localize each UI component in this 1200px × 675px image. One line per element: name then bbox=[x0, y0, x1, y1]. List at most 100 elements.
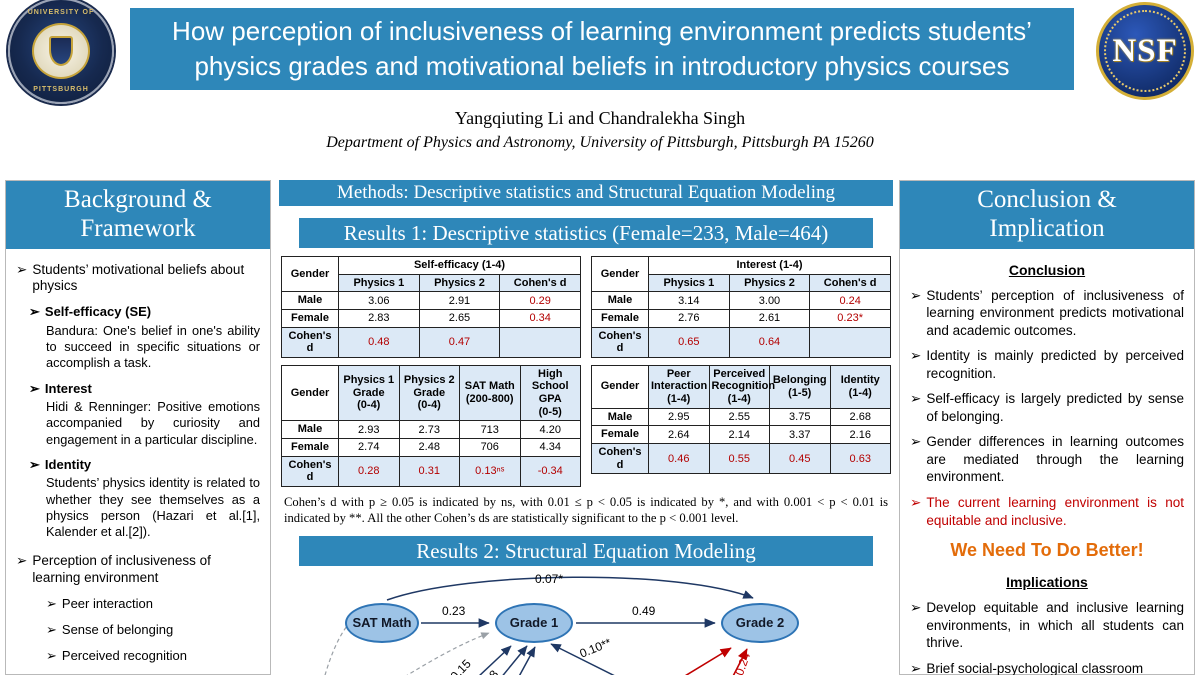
list-item: ➢ Identity bbox=[29, 457, 260, 473]
table-cell: 2.93 bbox=[338, 420, 400, 440]
nsf-logo-text: NSF bbox=[1112, 32, 1178, 69]
background-column-body: ➢ Students’ motivational beliefs about p… bbox=[6, 249, 270, 675]
table-cell: 0.48 bbox=[338, 326, 420, 358]
table-header-cell: Female bbox=[591, 308, 649, 328]
sem-node-grade2: Grade 2 bbox=[721, 602, 799, 643]
table-cell: -0.34 bbox=[519, 455, 581, 487]
list-item: ➢ Peer interaction bbox=[46, 596, 260, 612]
term-description: Students’ physics identity is related to… bbox=[46, 475, 260, 540]
table-cell bbox=[809, 326, 891, 358]
nsf-logo: NSF bbox=[1096, 2, 1194, 100]
implication-item: ➢ Brief social-psychological classroom bbox=[910, 660, 1184, 675]
table-cell: 2.55 bbox=[708, 407, 770, 427]
term-description: Hidi & Renninger: Positive emotions acco… bbox=[46, 398, 260, 447]
table-header-cell: Physics 2 bbox=[728, 273, 811, 293]
table-cell: 0.28 bbox=[338, 455, 400, 487]
table-cell: 0.24 bbox=[809, 291, 891, 310]
seal-inner-circle bbox=[32, 23, 90, 79]
table-cell: 2.16 bbox=[829, 425, 891, 445]
table-header-cell: Gender bbox=[281, 364, 339, 422]
methods-results-column: Methods: Descriptive statistics and Stru… bbox=[279, 180, 893, 675]
pitt-seal: UNIVERSITY OF PITTSBURGH bbox=[8, 0, 114, 104]
table-row: Male 2.95 2.55 3.75 2.68 bbox=[591, 407, 891, 427]
table-header-cell: Female bbox=[591, 425, 649, 445]
authors-line: Yangqiuting Li and Chandralekha Singh bbox=[454, 108, 746, 128]
table-row: Male 3.14 3.00 0.24 bbox=[591, 291, 891, 310]
table-header-cell: Physics 1 bbox=[648, 273, 730, 293]
list-item-label: Perception of inclusiveness of learning … bbox=[32, 552, 211, 585]
sem-edge-label: 0.23 bbox=[442, 603, 466, 618]
conclusion-text: Students’ perception of inclusiveness of… bbox=[926, 287, 1184, 338]
table-cell: 0.45 bbox=[769, 443, 831, 475]
conclusion-item: ➢ The current learning environment is no… bbox=[910, 494, 1184, 529]
bullet-icon: ➢ bbox=[46, 648, 57, 663]
table-self-efficacy: Gender Self-efficacy (1-4) Physics 1 Physic… bbox=[281, 255, 581, 358]
sem-node-grade1: Grade 1 bbox=[495, 602, 573, 643]
data-table: Gender Physics 1 Grade (0-4) Physics 2 Gra… bbox=[281, 364, 581, 487]
table-header-cell: Cohen's d bbox=[281, 326, 339, 358]
implications-heading: Implications bbox=[1006, 574, 1088, 591]
table-environment: Gender Peer Interaction (1-4) Perceived Re… bbox=[591, 364, 891, 487]
data-table: Gender Interest (1-4) Physics 1 Physics 2 Co… bbox=[591, 255, 891, 358]
table-cell: 706 bbox=[459, 438, 521, 457]
table-cell bbox=[499, 326, 581, 358]
conclusion-column-title: Conclusion & Implication bbox=[900, 181, 1194, 249]
bullet-icon: ➢ bbox=[910, 494, 922, 510]
table-header-cell: Gender bbox=[591, 255, 649, 293]
table-header-cell: Physics 1 Grade (0-4) bbox=[338, 364, 400, 422]
bullet-icon: ➢ bbox=[29, 457, 40, 472]
table-cell: 3.75 bbox=[769, 407, 831, 427]
list-item: ➢ Interest bbox=[29, 381, 260, 397]
sem-node-label: SAT Math bbox=[352, 614, 412, 630]
table-cell: 0.55 bbox=[708, 443, 770, 475]
bullet-icon: ➢ bbox=[910, 434, 922, 450]
bullet-icon: ➢ bbox=[910, 348, 922, 364]
shield-icon bbox=[49, 36, 73, 66]
list-item: ➢ Perceived recognition bbox=[46, 648, 260, 664]
table-header-cell: Cohen's d bbox=[591, 443, 649, 475]
implication-text: Brief social-psychological classroom bbox=[926, 660, 1144, 675]
table-cell: 0.65 bbox=[648, 326, 730, 358]
implication-text: Develop equitable and inclusive learning… bbox=[926, 600, 1184, 651]
table-header-cell: Male bbox=[281, 291, 339, 310]
table-header-cell: Interest (1-4) bbox=[648, 256, 891, 275]
bullet-icon: ➢ bbox=[910, 391, 922, 407]
list-item: ➢ Self-efficacy (SE) bbox=[29, 304, 260, 320]
results1-section-title: Results 1: Descriptive statistics (Femal… bbox=[299, 218, 873, 248]
seal-text-top: UNIVERSITY OF bbox=[27, 9, 95, 16]
table-cell: 3.06 bbox=[338, 291, 420, 310]
table-cell: 2.74 bbox=[338, 438, 400, 457]
background-column-title: Background & Framework bbox=[6, 181, 270, 249]
table-cell: 3.14 bbox=[648, 291, 730, 310]
bullet-icon: ➢ bbox=[29, 380, 40, 396]
table-header-cell: SAT Math (200-800) bbox=[459, 364, 521, 422]
seal-text-bottom: PITTSBURGH bbox=[33, 86, 89, 93]
table-cell: 4.20 bbox=[519, 420, 581, 440]
bullet-icon: ➢ bbox=[910, 600, 922, 616]
table-row: Female 2.74 2.48 706 4.34 bbox=[281, 438, 581, 457]
results2-section-title: Results 2: Structural Equation Modeling bbox=[299, 535, 873, 566]
table-header-cell: Male bbox=[591, 407, 649, 427]
table-cell: 0.29 bbox=[499, 291, 581, 310]
table-row: Female 2.76 2.61 0.23* bbox=[591, 308, 891, 328]
table-row: Cohen's d 0.28 0.31 0.13ⁿˢ -0.34 bbox=[281, 455, 581, 487]
table-cell: 2.14 bbox=[708, 425, 770, 445]
table-row: Female 2.64 2.14 3.37 2.16 bbox=[591, 425, 891, 445]
table-header-cell: Belonging (1-5) bbox=[769, 364, 831, 409]
conclusion-item: ➢ Identity is mainly predicted by percei… bbox=[910, 347, 1184, 382]
list-item-label: Perceived recognition bbox=[61, 648, 187, 663]
table-cell: 4.34 bbox=[519, 438, 581, 457]
term-label: Identity bbox=[44, 457, 92, 472]
table-cell: 0.23* bbox=[809, 308, 891, 328]
table-interest: Gender Interest (1-4) Physics 1 Physics 2 Co… bbox=[591, 255, 891, 358]
poster-header: UNIVERSITY OF PITTSBURGH How perception … bbox=[0, 0, 1200, 160]
table-grades: Gender Physics 1 Grade (0-4) Physics 2 Gra… bbox=[281, 364, 581, 487]
table-cell: 2.91 bbox=[418, 291, 501, 310]
conclusion-column: Conclusion & Implication Conclusion ➢ St… bbox=[899, 180, 1195, 675]
implication-item: ➢ Develop equitable and inclusive learni… bbox=[910, 599, 1184, 652]
table-cell: 2.76 bbox=[648, 308, 730, 328]
bullet-icon: ➢ bbox=[46, 621, 57, 637]
list-item: ➢ Sense of belonging bbox=[46, 622, 260, 638]
table-cell: 0.63 bbox=[829, 443, 891, 475]
